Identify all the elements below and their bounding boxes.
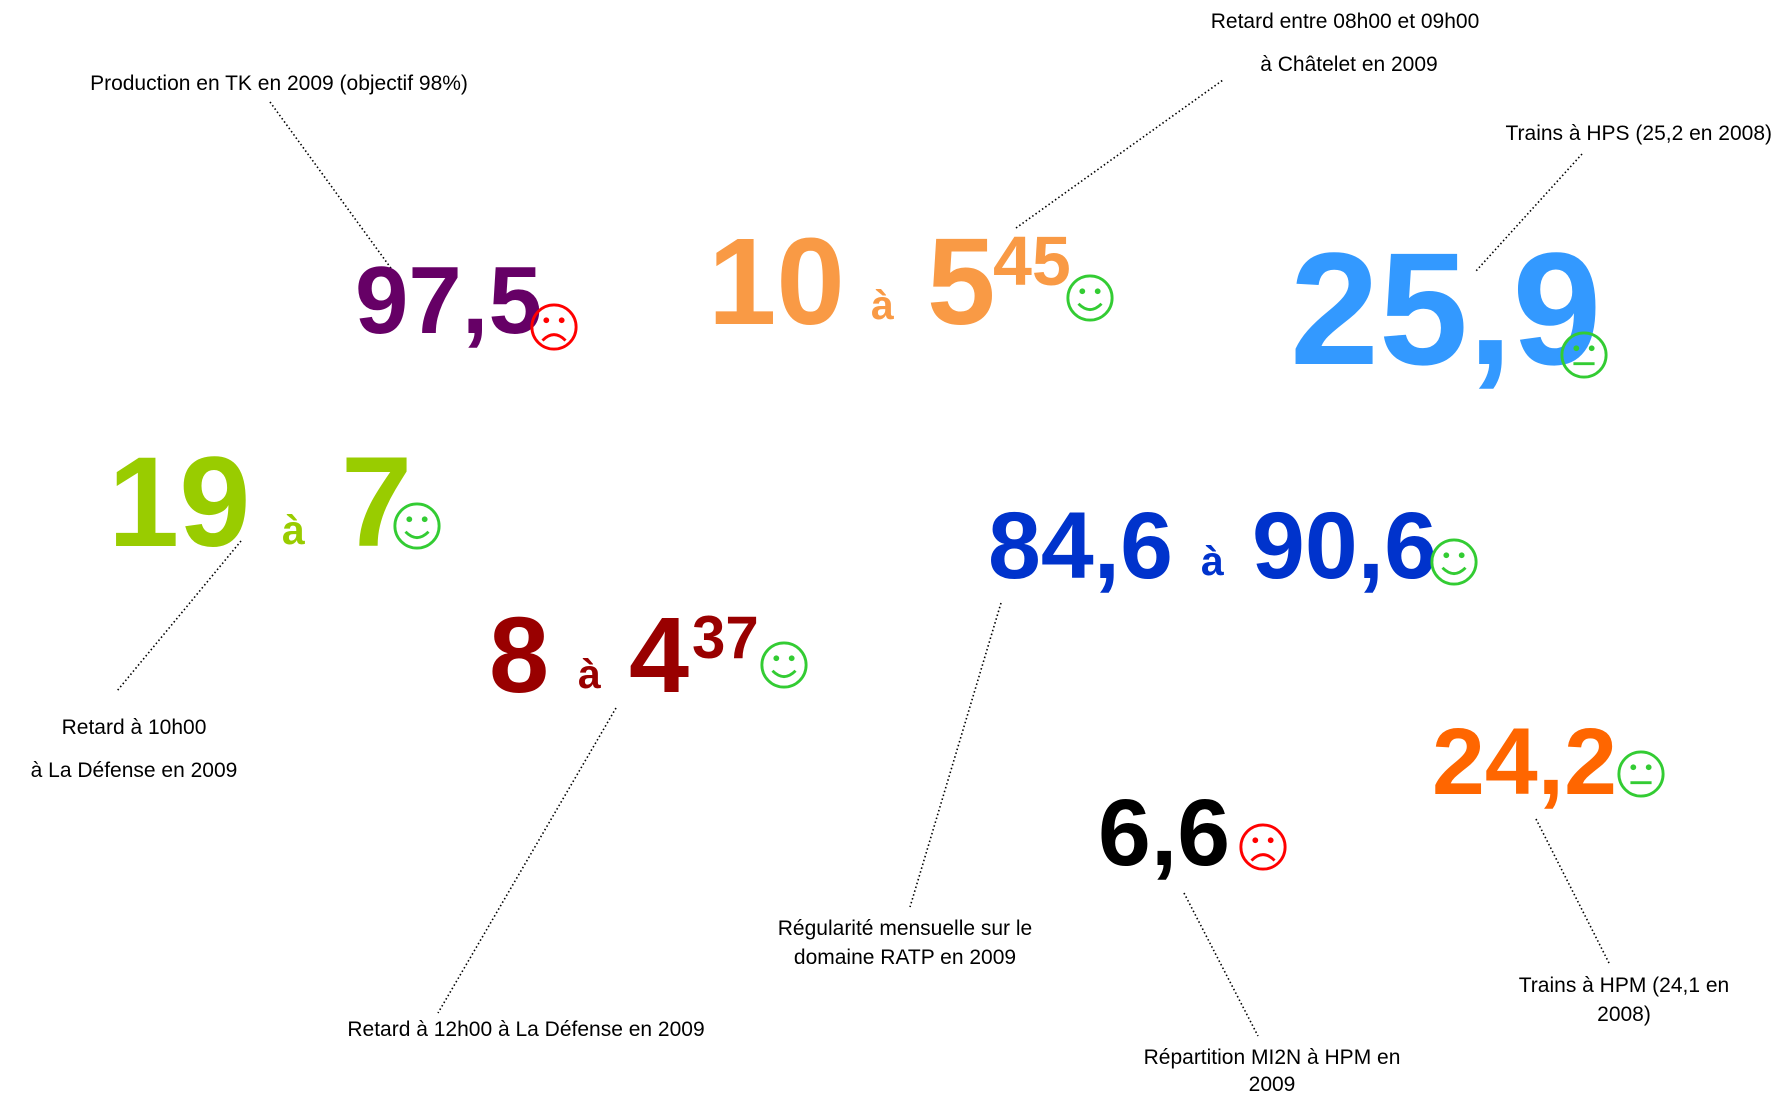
smiley-neutral [1617, 750, 1665, 798]
smiley-happy [1066, 274, 1114, 322]
leader-line [1183, 892, 1259, 1037]
value-to: 90,6 [1252, 493, 1437, 599]
leader-line [116, 540, 242, 692]
value-from: 19 [108, 431, 250, 574]
value-to: 4 [629, 594, 689, 715]
value-to: 5 [927, 214, 995, 351]
smiley-happy [1430, 538, 1478, 586]
caption: Retard à 10h00 [62, 716, 207, 739]
connector: à [871, 282, 894, 328]
kpi-trains-hpm: Trains à HPM (24,1 en 2008) 24,2 [1432, 709, 1729, 1026]
caption: Retard à 12h00 à La Défense en 2009 [347, 1018, 704, 1041]
caption: Trains à HPS (25,2 en 2008) [1505, 122, 1772, 145]
caption: Production en TK en 2009 (objectif 98%) [90, 72, 468, 95]
kpi-regularite: Régularité mensuelle sur le domaine RATP… [778, 493, 1478, 969]
value-exponent: 37 [692, 604, 759, 671]
caption: à Châtelet en 2009 [1260, 53, 1437, 76]
leader-line [1015, 79, 1224, 229]
value-from: 84,6 [988, 493, 1173, 599]
kpi-retard-12h: Retard à 12h00 à La Défense en 2009 8 à … [347, 594, 808, 1041]
leader-line [909, 602, 1002, 908]
leader-line [269, 101, 394, 272]
caption: 2008) [1597, 1003, 1651, 1026]
value-to: 7 [341, 431, 412, 574]
connector: à [578, 651, 601, 697]
kpi-trains-hps: Trains à HPS (25,2 en 2008) 25,9 [1290, 122, 1772, 398]
value: 24,2 [1432, 709, 1617, 815]
value: 6,6 [1098, 780, 1230, 886]
value: 97,5 [355, 247, 542, 354]
value-exponent: 45 [993, 222, 1071, 300]
connector: à [1201, 538, 1224, 584]
caption: à La Défense en 2009 [31, 759, 238, 782]
value-from: 10 [708, 214, 845, 351]
caption: 2009 [1249, 1073, 1296, 1095]
kpi-production: Production en TK en 2009 (objectif 98%) … [90, 72, 578, 354]
leader-line [1535, 818, 1611, 966]
value: 25,9 [1290, 219, 1601, 398]
smiley-happy [760, 641, 808, 689]
caption: Régularité mensuelle sur le [778, 917, 1032, 940]
connector: à [282, 507, 305, 553]
kpi-retard-chatelet: Retard entre 08h00 et 09h00 à Châtelet e… [708, 10, 1479, 351]
leader-line [437, 707, 617, 1014]
caption: Trains à HPM (24,1 en [1519, 974, 1729, 997]
smiley-sad [1239, 823, 1287, 871]
value-from: 8 [489, 594, 549, 715]
kpi-repartition-mi2n: Répartition MI2N à HPM en 2009 6,6 [1098, 780, 1400, 1095]
caption: Répartition MI2N à HPM en [1144, 1046, 1401, 1069]
caption: Retard entre 08h00 et 09h00 [1211, 10, 1480, 33]
kpi-retard-10h: Retard à 10h00 à La Défense en 2009 19 à… [31, 431, 441, 782]
caption: domaine RATP en 2009 [794, 946, 1016, 969]
